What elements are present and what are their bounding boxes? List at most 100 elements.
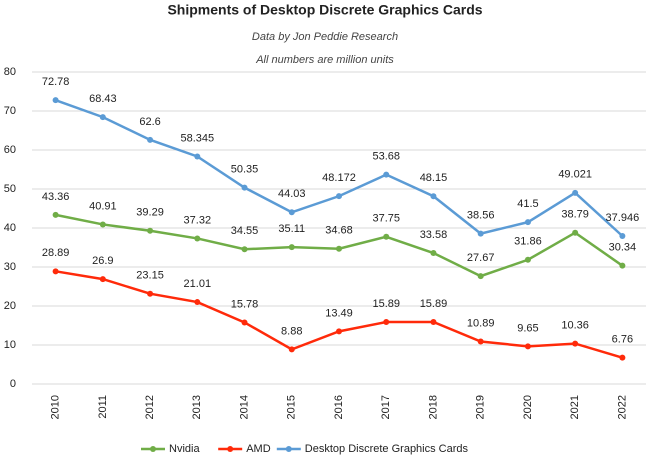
data-point <box>288 209 295 216</box>
data-label: 28.89 <box>42 247 70 259</box>
x-tick-label: 2015 <box>286 395 298 419</box>
data-point <box>241 184 248 191</box>
legend-label: AMD <box>246 443 271 455</box>
legend-label: Desktop Discrete Graphics Cards <box>305 443 469 455</box>
data-point <box>524 219 531 226</box>
x-tick-label: 2022 <box>616 395 628 419</box>
data-label: 10.89 <box>467 317 495 329</box>
data-point <box>336 245 342 252</box>
x-tick-label: 2019 <box>475 395 487 419</box>
data-label: 8.88 <box>281 325 302 337</box>
data-point <box>194 299 201 306</box>
data-point <box>383 171 390 178</box>
data-point <box>147 227 154 234</box>
data-point <box>477 230 484 237</box>
data-label: 10.36 <box>561 320 589 332</box>
data-point <box>99 221 106 228</box>
x-tick-label: 2018 <box>427 395 439 419</box>
data-label: 62.6 <box>139 116 160 128</box>
data-label: 6.76 <box>612 334 633 346</box>
y-tick-label: 60 <box>4 144 16 156</box>
data-label: 37.75 <box>372 213 400 225</box>
data-label: 35.11 <box>278 223 305 235</box>
data-label: 37.32 <box>184 214 212 226</box>
data-point <box>477 338 484 345</box>
data-point <box>572 340 579 347</box>
data-point <box>194 153 201 160</box>
chart-subtitle: Data by Jon Peddie Research <box>252 31 398 43</box>
chart-title: Shipments of Desktop Discrete Graphics C… <box>167 2 482 18</box>
data-label: 68.43 <box>89 93 117 105</box>
chart-annotation: All numbers are million units <box>255 54 394 66</box>
data-point <box>383 233 390 240</box>
legend-marker <box>150 446 156 452</box>
data-point <box>241 319 248 326</box>
data-label: 15.89 <box>420 298 448 310</box>
data-label: 27.67 <box>467 252 495 264</box>
data-label: 21.01 <box>184 278 212 290</box>
data-label: 31.86 <box>514 236 542 248</box>
data-point <box>52 268 59 275</box>
data-point <box>430 193 437 200</box>
data-label: 15.89 <box>372 298 400 310</box>
data-label: 13.49 <box>325 307 353 319</box>
data-point <box>477 273 484 280</box>
x-tick-label: 2017 <box>380 395 392 419</box>
data-point <box>619 262 626 269</box>
legend-label: Nvidia <box>169 443 200 455</box>
data-point <box>619 233 626 240</box>
data-point <box>430 319 437 326</box>
data-label: 50.35 <box>231 164 259 176</box>
legend-marker <box>285 446 292 452</box>
data-point <box>383 319 390 326</box>
data-label: 49.021 <box>558 169 592 181</box>
data-point <box>288 244 295 251</box>
data-label: 9.65 <box>517 322 538 334</box>
x-tick-label: 2011 <box>97 395 109 419</box>
data-point <box>99 114 106 121</box>
y-tick-label: 40 <box>4 222 16 234</box>
data-label: 26.9 <box>92 255 113 267</box>
data-point <box>288 346 295 353</box>
x-tick-label: 2010 <box>50 395 62 419</box>
data-label: 48.15 <box>420 172 448 184</box>
data-point <box>194 235 201 242</box>
data-point <box>524 256 531 263</box>
data-label: 41.5 <box>517 198 538 210</box>
data-point <box>147 136 154 143</box>
legend-marker <box>227 446 234 452</box>
data-label: 38.56 <box>467 210 495 222</box>
data-label: 58.345 <box>180 132 214 144</box>
data-label: 38.79 <box>561 209 589 221</box>
data-point <box>430 250 437 257</box>
data-point <box>524 343 531 350</box>
y-tick-label: 70 <box>4 105 16 117</box>
data-label: 53.68 <box>372 151 400 163</box>
data-label: 33.58 <box>420 229 448 241</box>
data-label: 48.172 <box>322 172 356 184</box>
x-tick-label: 2014 <box>238 395 250 419</box>
y-tick-label: 10 <box>4 339 16 351</box>
data-point <box>336 328 342 335</box>
y-tick-label: 50 <box>4 183 16 195</box>
y-tick-label: 80 <box>4 66 16 78</box>
data-label: 72.78 <box>42 76 70 88</box>
x-tick-label: 2016 <box>333 395 345 419</box>
x-tick-label: 2020 <box>522 395 534 419</box>
x-tick-label: 2012 <box>144 395 156 419</box>
data-point <box>147 290 154 297</box>
data-point <box>572 189 579 196</box>
data-label: 40.91 <box>89 200 117 212</box>
data-point <box>241 246 248 253</box>
data-point <box>52 97 59 104</box>
data-point <box>336 193 342 200</box>
data-label: 39.29 <box>136 207 164 219</box>
data-point <box>619 354 626 361</box>
data-label: 30.34 <box>609 242 637 254</box>
y-tick-label: 30 <box>4 261 16 273</box>
data-label: 44.03 <box>278 188 306 200</box>
data-point <box>99 276 106 283</box>
data-point <box>572 229 579 236</box>
y-tick-label: 0 <box>10 378 16 390</box>
data-label: 15.78 <box>231 298 259 310</box>
